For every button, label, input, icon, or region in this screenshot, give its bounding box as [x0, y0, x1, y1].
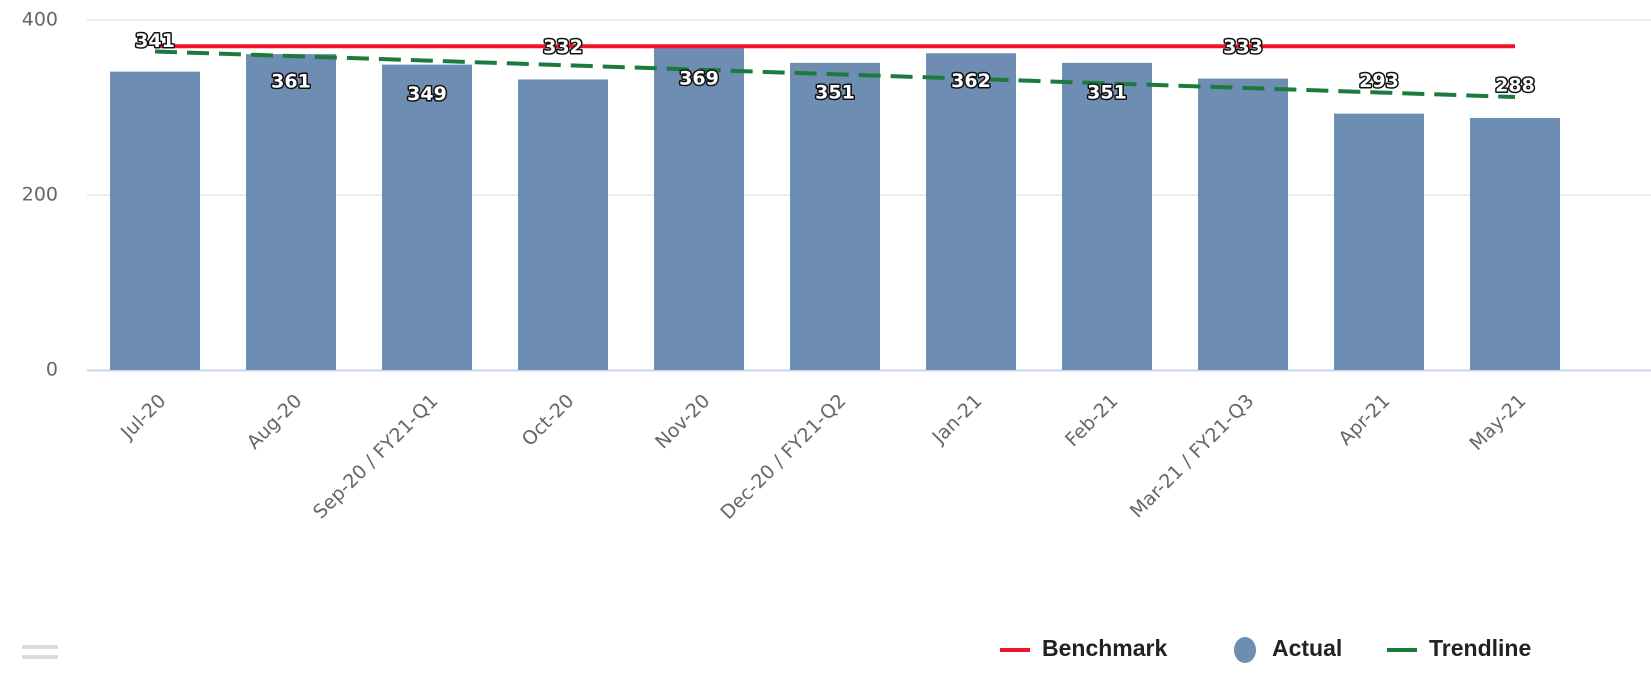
- legend-item: Trendline: [1387, 635, 1531, 661]
- bar: [1334, 113, 1424, 370]
- data-label: 293: [1359, 70, 1399, 92]
- x-tick-label: Jan-21: [928, 390, 987, 449]
- x-tick-label: Oct-20: [518, 390, 579, 451]
- legend-item: Actual: [1234, 635, 1342, 663]
- bar: [518, 79, 608, 370]
- legend-swatch: [1234, 637, 1256, 663]
- bar: [654, 47, 744, 370]
- x-tick-label: Apr-21: [1335, 390, 1395, 450]
- x-tick-label: Dec-20 / FY21-Q2: [716, 390, 850, 524]
- data-label: 341: [135, 30, 175, 52]
- data-label: 351: [815, 81, 855, 103]
- data-label: 333: [1223, 36, 1263, 58]
- y-tick-label: 0: [46, 359, 58, 381]
- data-label: 332: [543, 36, 583, 58]
- bar: [926, 53, 1016, 370]
- legend-label: Actual: [1272, 635, 1342, 661]
- data-label: 369: [679, 68, 719, 90]
- legend-item: Benchmark: [1000, 635, 1167, 661]
- bar: [110, 71, 200, 370]
- data-label: 351: [1087, 81, 1127, 103]
- x-tick-label: Jul-20: [116, 390, 170, 444]
- x-tick-label: Nov-20: [651, 390, 714, 453]
- x-tick-label: Feb-21: [1061, 390, 1122, 451]
- bar: [1470, 118, 1560, 370]
- x-tick-label: May-21: [1465, 390, 1530, 455]
- trend-line: [154, 49, 1516, 99]
- data-label: 349: [407, 83, 447, 105]
- y-tick-label: 200: [22, 184, 58, 206]
- bar: [1062, 62, 1152, 370]
- bar: [1198, 78, 1288, 370]
- legend-label: Trendline: [1429, 635, 1531, 661]
- x-tick-label: Aug-20: [243, 390, 307, 454]
- y-tick-label: 400: [22, 9, 58, 31]
- x-tick-label: Mar-21 / FY21-Q3: [1126, 390, 1259, 523]
- menu-icon[interactable]: [22, 645, 58, 659]
- bar: [790, 62, 880, 370]
- bar: [246, 54, 336, 370]
- data-label: 361: [271, 71, 311, 93]
- legend-label: Benchmark: [1042, 635, 1167, 661]
- data-label: 288: [1495, 75, 1535, 97]
- data-label: 362: [951, 70, 991, 92]
- bar: [382, 64, 472, 370]
- x-tick-label: Sep-20 / FY21-Q1: [309, 390, 442, 523]
